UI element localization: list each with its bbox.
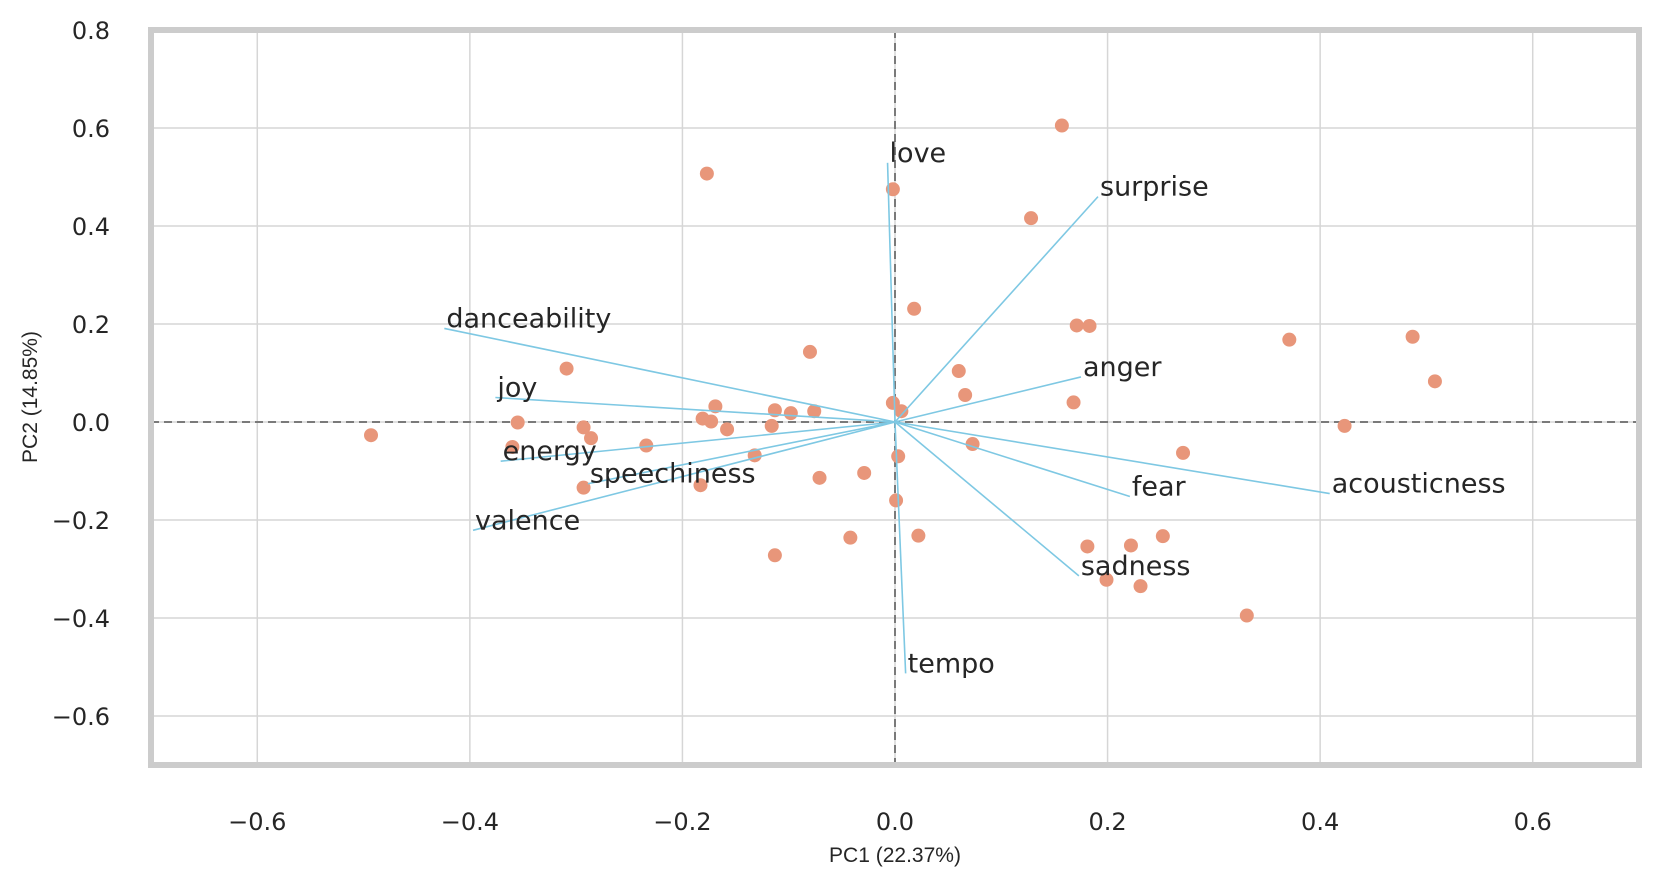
scatter-points <box>364 118 1442 623</box>
data-point <box>364 428 379 443</box>
loading-vector-danceability <box>444 327 896 423</box>
data-point <box>807 404 822 419</box>
data-point <box>1082 318 1097 333</box>
y-tick-label: −0.2 <box>52 507 110 535</box>
loading-vector-energy <box>500 421 896 462</box>
data-point <box>1024 211 1039 226</box>
data-point <box>764 418 779 433</box>
data-point <box>510 415 525 430</box>
x-axis-title: PC1 (22.37%) <box>829 844 961 867</box>
loading-label-tempo: tempo <box>908 648 995 679</box>
data-point <box>1405 329 1420 344</box>
data-point <box>576 420 591 435</box>
data-point <box>1337 418 1352 433</box>
loading-label-joy: joy <box>496 373 537 404</box>
data-point <box>907 301 922 316</box>
data-point <box>767 548 782 563</box>
data-point <box>1066 395 1081 410</box>
data-point <box>894 404 909 419</box>
loading-label-danceability: danceability <box>446 303 611 334</box>
data-point <box>951 364 966 379</box>
data-point <box>802 344 817 359</box>
data-point <box>812 470 827 485</box>
data-point <box>576 480 591 495</box>
data-point <box>885 182 900 197</box>
data-point <box>1176 445 1191 460</box>
y-tick-labels: −0.6 −0.4 −0.2 0.0 0.2 0.4 0.6 0.8 <box>52 17 110 731</box>
data-point <box>1123 538 1138 553</box>
loading-label-fear: fear <box>1132 471 1187 502</box>
loading-label-anger: anger <box>1083 352 1162 383</box>
loading-vector-sadness <box>894 421 1080 577</box>
loading-label-speechiness: speechiness <box>590 459 756 490</box>
data-point <box>559 361 574 376</box>
x-tick-label: 0.2 <box>1088 808 1126 836</box>
data-point <box>843 530 858 545</box>
data-point <box>891 449 906 464</box>
data-point <box>889 493 904 508</box>
loading-vector-acousticness <box>894 421 1330 495</box>
data-point <box>911 528 926 543</box>
data-point <box>857 465 872 480</box>
loading-vector-fear <box>894 421 1131 498</box>
loading-label-surprise: surprise <box>1100 172 1209 203</box>
x-tick-label: −0.6 <box>228 808 286 836</box>
data-point <box>1133 579 1148 594</box>
data-point <box>1282 332 1297 347</box>
data-point <box>704 414 719 429</box>
x-tick-label: 0.4 <box>1301 808 1339 836</box>
data-point <box>1155 529 1170 544</box>
data-point <box>1099 572 1114 587</box>
x-tick-label: 0.0 <box>876 808 914 836</box>
data-point <box>783 406 798 421</box>
loading-vector-tempo <box>894 421 907 674</box>
loading-label-sadness: sadness <box>1081 551 1191 582</box>
loading-vector-surprise <box>894 196 1099 423</box>
loading-vector-joy <box>495 396 896 423</box>
loading-vector-anger <box>894 376 1082 423</box>
data-point <box>708 399 723 414</box>
data-point <box>584 431 599 446</box>
data-point <box>505 439 520 454</box>
data-point <box>1239 608 1254 623</box>
x-tick-label: −0.4 <box>441 808 499 836</box>
x-tick-label: 0.6 <box>1514 808 1552 836</box>
loading-vector-valence <box>472 421 896 532</box>
data-point <box>1427 374 1442 389</box>
loading-label-valence: valence <box>475 505 580 536</box>
data-point <box>1069 318 1084 333</box>
y-axis-title: PC2 (14.85%) <box>19 331 42 463</box>
loading-vectors <box>444 162 1330 674</box>
loading-vector-love <box>886 162 896 423</box>
loading-label-energy: energy <box>503 436 597 467</box>
y-tick-label: 0.8 <box>72 17 110 45</box>
y-tick-label: 0.2 <box>72 311 110 339</box>
x-tick-labels: −0.6 −0.4 −0.2 0.0 0.2 0.4 0.6 <box>228 808 1552 836</box>
loading-vector-speechiness <box>587 421 896 485</box>
data-point <box>639 438 654 453</box>
y-tick-label: 0.4 <box>72 213 110 241</box>
y-tick-label: 0.0 <box>72 409 110 437</box>
data-point <box>1054 118 1069 133</box>
x-tick-label: −0.2 <box>653 808 711 836</box>
y-tick-label: −0.4 <box>52 605 110 633</box>
data-point <box>1080 539 1095 554</box>
plot-frame <box>148 27 1642 768</box>
loading-label-acousticness: acousticness <box>1332 469 1506 500</box>
data-point <box>720 422 735 437</box>
data-point <box>699 166 714 181</box>
loading-label-love: love <box>890 138 947 169</box>
data-point <box>693 478 708 493</box>
data-point <box>958 388 973 403</box>
y-tick-label: −0.6 <box>52 703 110 731</box>
y-tick-label: 0.6 <box>72 115 110 143</box>
